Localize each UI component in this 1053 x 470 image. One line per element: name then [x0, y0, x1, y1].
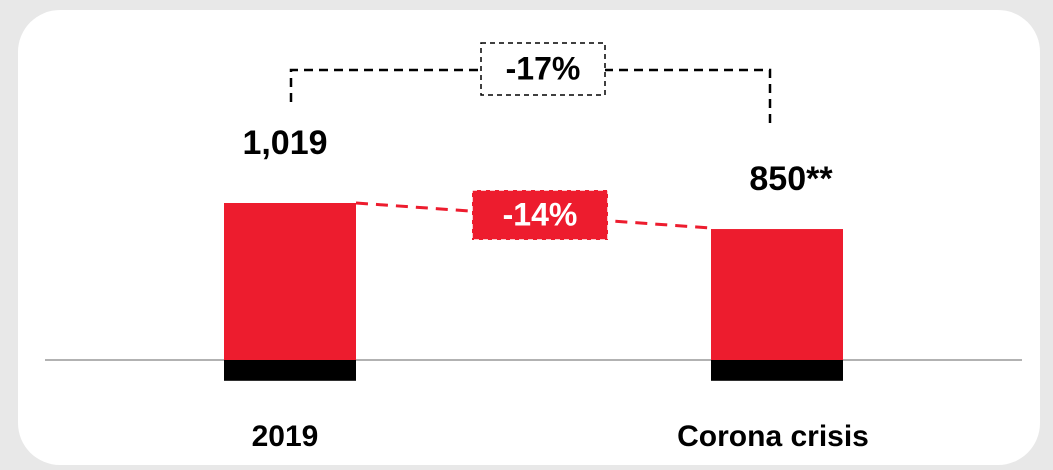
category-label: Corona crisis [677, 420, 869, 453]
annotation: -14% [503, 196, 578, 232]
bar [224, 203, 356, 360]
annotation: -17% [506, 50, 581, 86]
change-box [471, 189, 609, 241]
value-label: 850** [749, 160, 833, 198]
bar [224, 360, 356, 381]
category-label: 2019 [252, 420, 319, 453]
change-box [480, 42, 606, 96]
bar [711, 229, 843, 360]
bar [711, 360, 843, 381]
value-label: 1,019 [242, 124, 327, 162]
